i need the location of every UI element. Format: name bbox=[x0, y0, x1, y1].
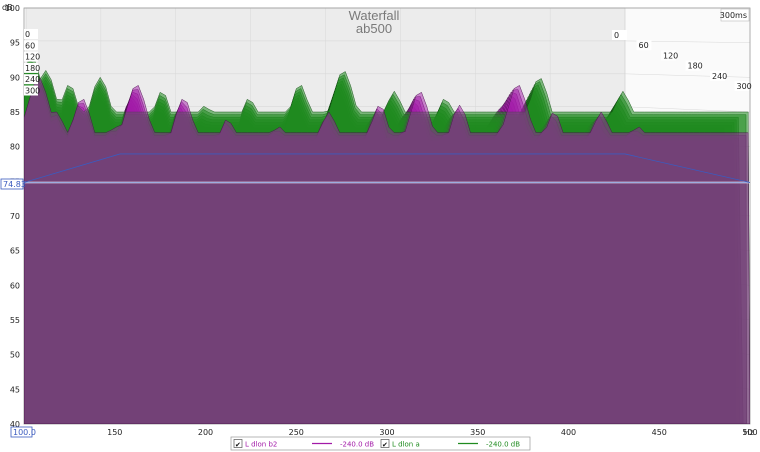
legend-item-1[interactable]: ✔ L dlon b2 -240.0 dB bbox=[233, 439, 374, 450]
y-tick-label: 40 bbox=[10, 420, 20, 429]
y-tick-label: 60 bbox=[10, 281, 20, 290]
y-tick-label: 95 bbox=[10, 39, 20, 48]
legend-check-1: ✔ bbox=[235, 441, 241, 449]
time-max-box: 300ms bbox=[720, 8, 750, 22]
time-label-left: 240 bbox=[25, 75, 40, 84]
x-start-box[interactable]: 100.0 bbox=[10, 426, 36, 438]
time-label-box bbox=[24, 85, 38, 96]
x-tick-label: 250 bbox=[289, 428, 304, 437]
time-label-box bbox=[24, 62, 38, 73]
y-tick-label: 80 bbox=[10, 143, 20, 152]
legend-check-2: ✔ bbox=[382, 441, 388, 449]
time-label-right: 240 bbox=[712, 72, 727, 81]
chart-subtitle: ab500 bbox=[356, 21, 392, 36]
time-label-left: 60 bbox=[25, 41, 35, 50]
y-tick-label: 45 bbox=[10, 385, 20, 394]
x-tick-label: 400 bbox=[561, 428, 576, 437]
time-label-box bbox=[24, 40, 38, 51]
y-tick-label: 50 bbox=[10, 351, 20, 360]
legend-checkbox-1[interactable] bbox=[233, 439, 243, 448]
time-label-box bbox=[24, 29, 38, 39]
time-label-right: 300 bbox=[737, 82, 752, 91]
time-axis-right: 0 60 120 180 240 300 bbox=[612, 30, 752, 91]
y-axis: 404550556065707580859095100 bbox=[5, 4, 20, 429]
y-tick-label: 65 bbox=[10, 247, 20, 256]
x-tick-label: 450 bbox=[652, 428, 667, 437]
time-label-box bbox=[24, 51, 38, 62]
legend-value-2: -240.0 dB bbox=[486, 441, 520, 449]
time-label-box bbox=[24, 74, 38, 85]
legend-item-2[interactable]: ✔ L dlon a -240.0 dB bbox=[380, 439, 520, 450]
time-label-box bbox=[685, 60, 701, 71]
legend-name-2: L dlon a bbox=[392, 441, 420, 449]
y-unit-label: dB bbox=[2, 3, 13, 12]
time-label-box bbox=[661, 50, 676, 61]
x-tick-label: 500 bbox=[742, 428, 757, 437]
cursor-lines bbox=[23, 153, 751, 184]
time-label-left: 120 bbox=[25, 53, 40, 62]
time-axis-left: 0 60 120 180 240 300 bbox=[24, 29, 40, 96]
y-tick-label: 85 bbox=[10, 108, 20, 117]
waterfall-slices bbox=[24, 57, 750, 424]
x-tick-label: 200 bbox=[198, 428, 213, 437]
time-label-right: 180 bbox=[688, 62, 703, 71]
legend-value-1: -240.0 dB bbox=[340, 441, 374, 449]
time-label-right: 60 bbox=[639, 41, 649, 50]
time-label-box bbox=[710, 70, 725, 81]
time-max-label: 300ms bbox=[720, 11, 747, 20]
time-label-right: 120 bbox=[663, 51, 678, 60]
time-label-left: 0 bbox=[25, 30, 30, 39]
legend-checkbox-2[interactable] bbox=[380, 439, 390, 448]
x-unit-label: Hz bbox=[744, 428, 754, 437]
cursor-level-label: 74.83 bbox=[3, 180, 26, 189]
y-tick-label: 70 bbox=[10, 212, 20, 221]
x-tick-label: 300 bbox=[379, 428, 394, 437]
time-label-box bbox=[636, 40, 652, 51]
legend-name-1: L dlon b2 bbox=[245, 441, 277, 449]
cursor-level-box[interactable]: 74.83 bbox=[0, 178, 26, 190]
y-tick-label: 55 bbox=[10, 316, 20, 325]
x-start-label: 100.0 bbox=[13, 428, 36, 437]
x-axis: 150 200 250 300 350 400 450 500 bbox=[107, 428, 758, 437]
y-tick-label: 100 bbox=[5, 4, 20, 13]
time-label-left: 180 bbox=[25, 64, 40, 73]
cursor-plane-line bbox=[23, 153, 751, 183]
chart-title: Waterfall bbox=[349, 8, 400, 23]
waterfall-slice bbox=[24, 78, 750, 424]
time-label-right: 0 bbox=[614, 31, 619, 40]
x-tick-label: 150 bbox=[107, 428, 122, 437]
time-label-box bbox=[734, 81, 750, 91]
x-tick-label: 350 bbox=[470, 428, 485, 437]
time-label-left: 300 bbox=[25, 87, 40, 96]
legend: ✔ L dlon b2 -240.0 dB ✔ L dlon a -240.0 … bbox=[230, 436, 531, 451]
time-label-box bbox=[612, 30, 627, 40]
y-tick-label: 90 bbox=[10, 73, 20, 82]
